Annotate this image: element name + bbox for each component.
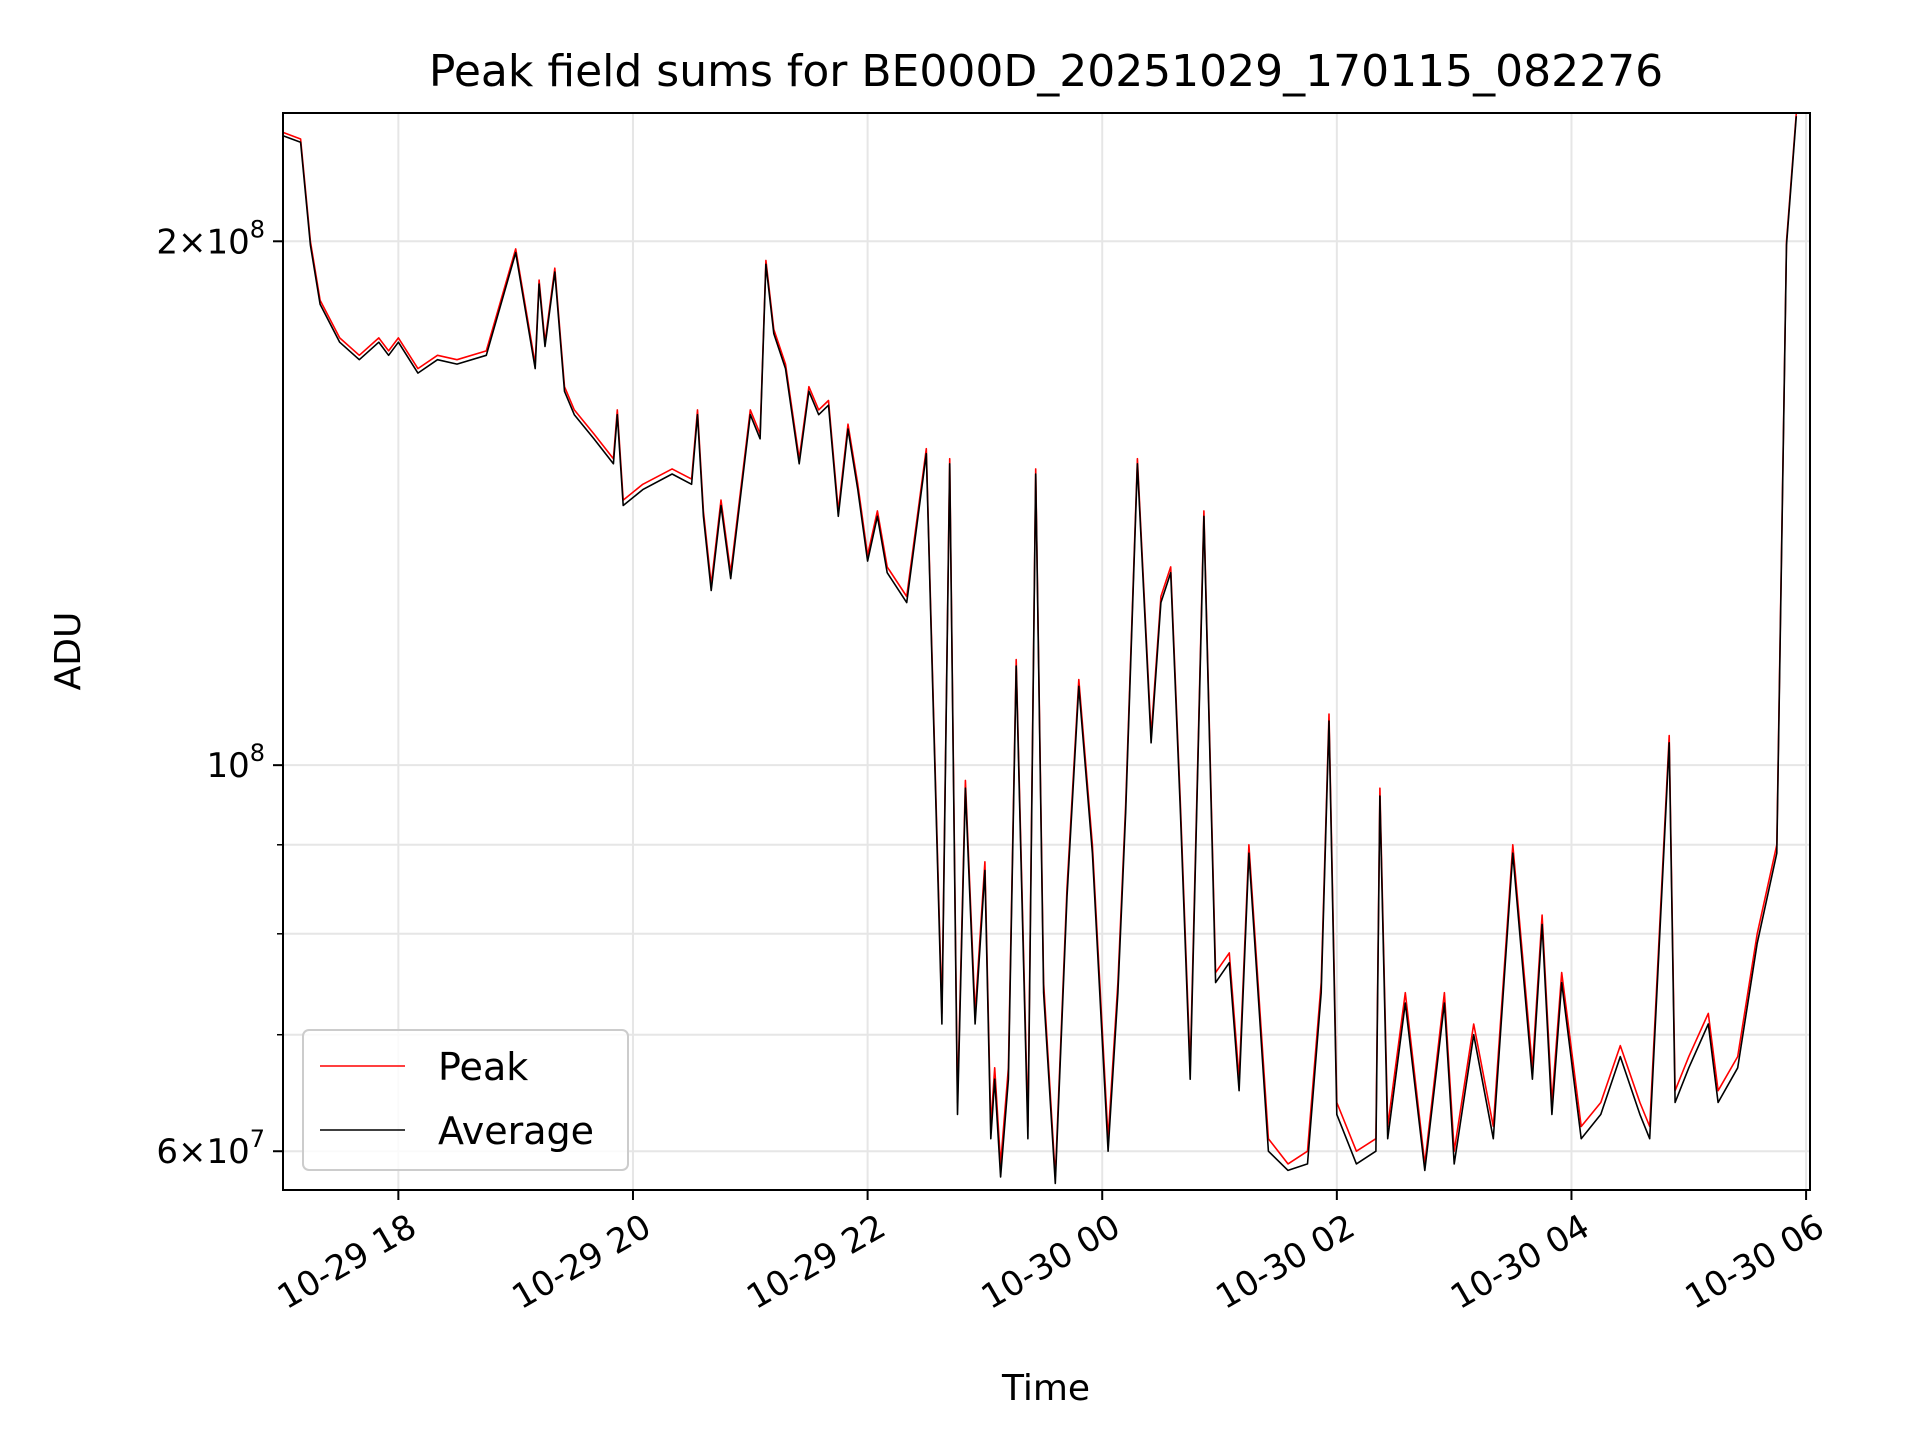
y-tick-label: 108 — [206, 739, 265, 786]
legend-box — [302, 1029, 629, 1171]
y-tick-label: 2×108 — [156, 215, 265, 262]
legend-label-peak: Peak — [438, 1045, 528, 1089]
legend-label-average: Average — [438, 1109, 594, 1153]
series-line-average — [282, 116, 1798, 1185]
legend: Peak Average — [302, 1029, 629, 1171]
x-axis-label: Time — [1001, 1368, 1090, 1409]
series-lines — [282, 112, 1798, 1185]
y-tick-label: 6×107 — [156, 1125, 265, 1172]
plot-frame — [282, 112, 1811, 1191]
y-axis-label: ADU — [48, 612, 89, 691]
chart-title: Peak field sums for BE000D_20251029_1701… — [429, 46, 1663, 97]
